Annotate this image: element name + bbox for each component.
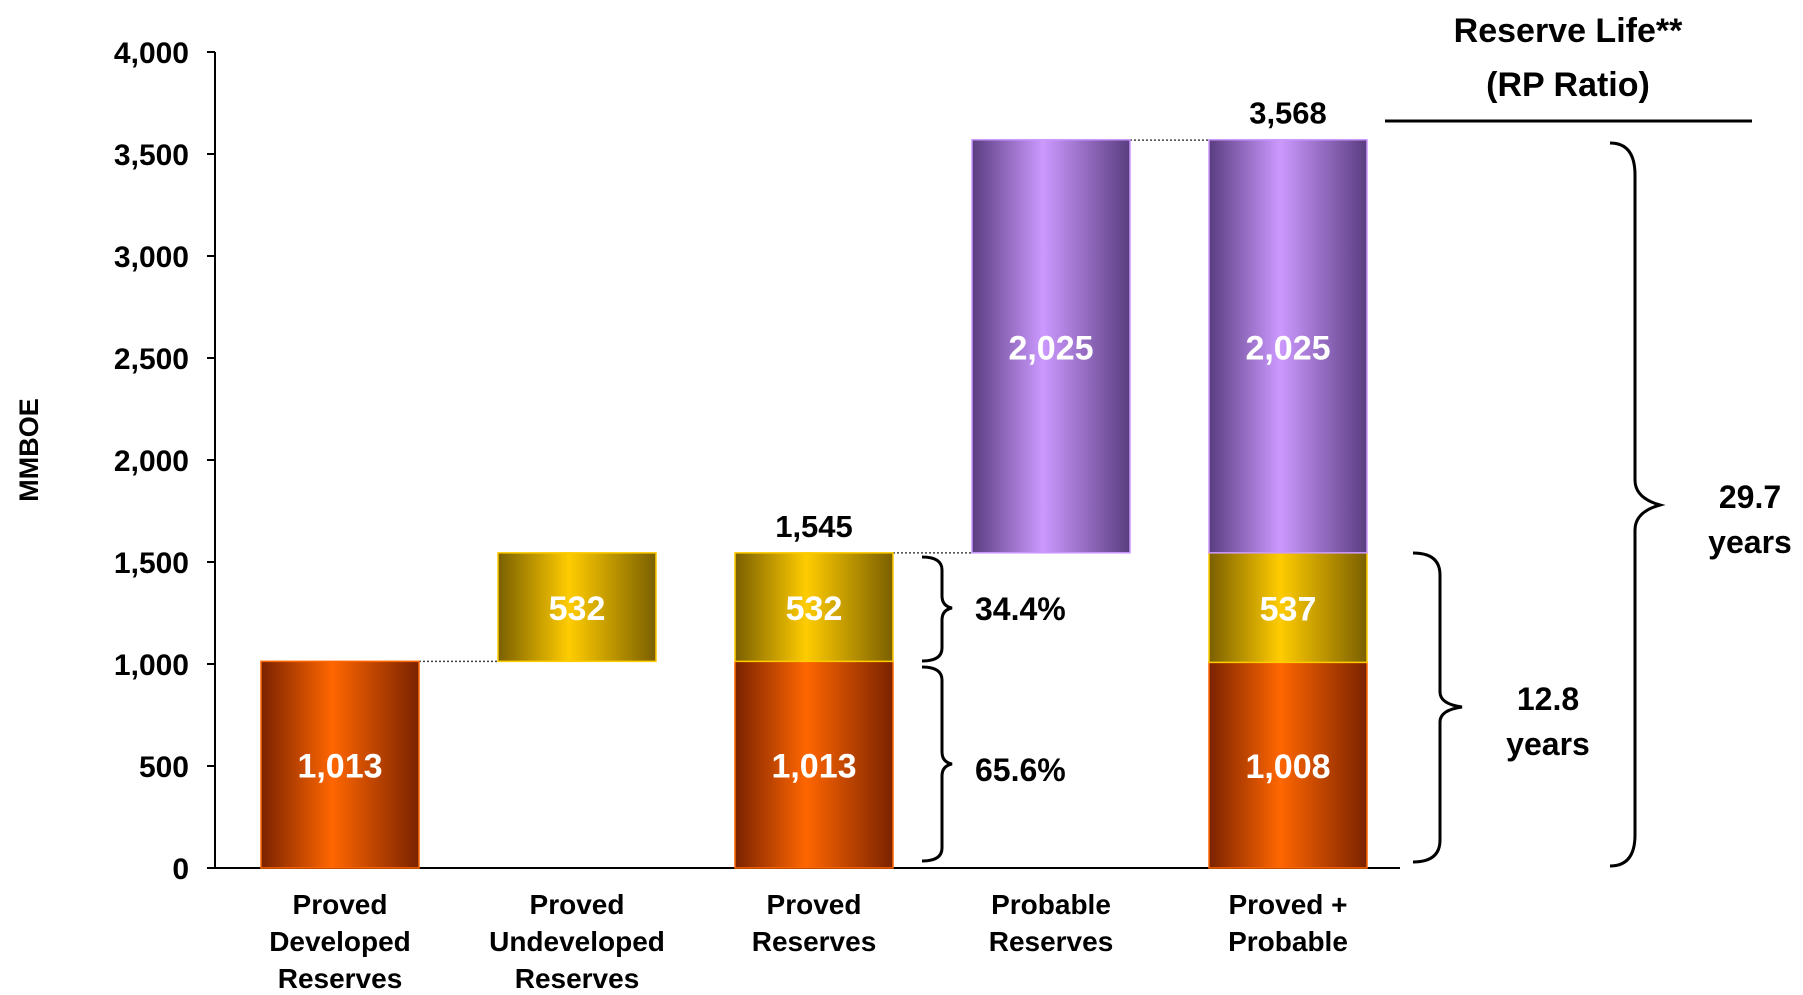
- bar-segment-developed: [734, 660, 894, 869]
- y-tick-label: 1,500: [114, 547, 189, 580]
- y-tick-label: 2,000: [114, 445, 189, 478]
- bar-segment-probable: [1208, 138, 1368, 554]
- bar-segment-developed: [260, 660, 420, 869]
- category-label: Undeveloped: [489, 926, 665, 957]
- brace-proved-life: [1412, 551, 1463, 864]
- y-tick-label: 2,500: [114, 343, 189, 376]
- category-label: Proved: [530, 889, 625, 920]
- category-label: Proved: [767, 889, 862, 920]
- y-tick-label: 1,000: [114, 649, 189, 682]
- bar-value-label: 2,025: [1008, 329, 1093, 367]
- proved-life-unit: years: [1506, 726, 1590, 762]
- category-label: Proved +: [1228, 889, 1347, 920]
- reserve-life-title-line2: (RP Ratio): [1486, 66, 1650, 104]
- bar-value-label: 537: [1260, 591, 1317, 629]
- y-axis: 0 500 1,000 1,500 2,000 2,500 3,000 3,500 4,000: [114, 37, 1400, 886]
- bar-total-label: 3,568: [1249, 96, 1327, 131]
- brace-upper-share: [921, 555, 953, 663]
- y-tick-label: 3,000: [114, 241, 189, 274]
- bar-total-label: 1,545: [775, 509, 853, 544]
- y-axis-label: MMBOE: [14, 398, 44, 502]
- bar-segment-probable: [971, 138, 1131, 554]
- category-label: Reserves: [752, 926, 877, 957]
- brace-lower-share: [921, 665, 953, 863]
- bar-value-label: 1,008: [1245, 748, 1330, 786]
- share-upper-label: 34.4%: [975, 591, 1066, 627]
- y-ticks: 0 500 1,000 1,500 2,000 2,500 3,000 3,500 4,000: [114, 37, 215, 886]
- category-label: Proved: [293, 889, 388, 920]
- share-lower-label: 65.6%: [975, 752, 1066, 788]
- y-tick-label: 500: [139, 751, 189, 784]
- bar-value-label: 532: [786, 590, 843, 628]
- bars: 1,013 532 1,013 532 1,545 2,025 1,008 537 2,025 3…: [260, 96, 1368, 869]
- bar-segment-undeveloped: [497, 552, 657, 663]
- total-life-value: 29.7: [1719, 479, 1781, 515]
- category-label: Reserves: [278, 963, 403, 994]
- category-label: Probable: [1228, 926, 1348, 957]
- reserve-life-title-line1: Reserve Life**: [1454, 12, 1683, 50]
- category-label: Reserves: [989, 926, 1114, 957]
- y-tick-label: 4,000: [114, 37, 189, 70]
- bar-value-label: 532: [549, 590, 606, 628]
- bar-segment-undeveloped: [734, 552, 894, 663]
- bar-value-label: 1,013: [297, 748, 382, 786]
- connector-lines: [419, 139, 1209, 663]
- total-life-unit: years: [1708, 524, 1792, 560]
- category-label: Reserves: [515, 963, 640, 994]
- brace-total-life: [1609, 141, 1666, 868]
- bar-value-label: 1,013: [771, 748, 856, 786]
- share-annotations: 34.4% 65.6%: [921, 555, 1066, 863]
- y-tick-label: 3,500: [114, 139, 189, 172]
- reserve-life-annotations: Reserve Life** (RP Ratio) 12.8 years 29.…: [1385, 12, 1792, 868]
- category-label: Probable: [991, 889, 1111, 920]
- proved-life-value: 12.8: [1517, 681, 1579, 717]
- category-labels: Proved Developed Reserves Proved Undeveloped…: [269, 889, 1348, 994]
- category-label: Developed: [269, 926, 411, 957]
- bar-segment-undeveloped: [1208, 552, 1368, 664]
- bar-segment-developed: [1208, 661, 1368, 869]
- y-tick-label: 0: [172, 853, 189, 886]
- bar-value-label: 2,025: [1245, 329, 1330, 367]
